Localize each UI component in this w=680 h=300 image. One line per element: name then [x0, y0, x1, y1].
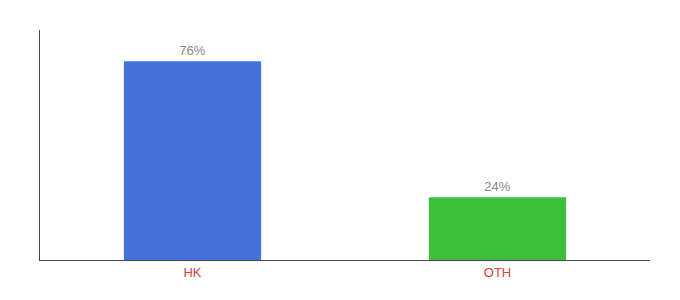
svg-text:76%: 76%: [179, 43, 205, 58]
svg-text:HK: HK: [183, 265, 201, 280]
svg-text:24%: 24%: [484, 179, 510, 194]
svg-text:OTH: OTH: [484, 265, 511, 280]
